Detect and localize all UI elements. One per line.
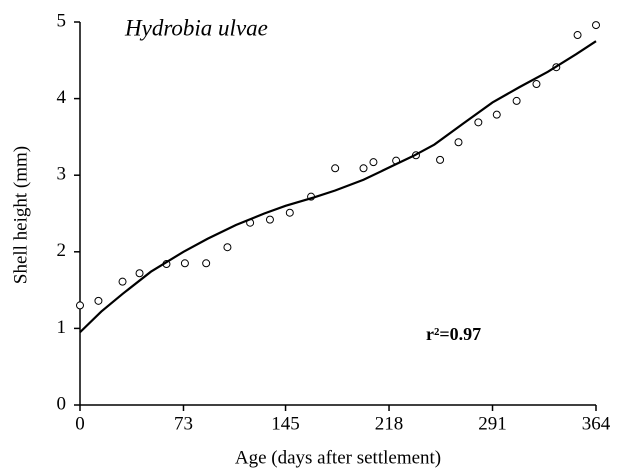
y-tick-label: 5 [57,10,67,31]
data-point [592,21,600,30]
r-squared: r²=0.97 [426,324,481,344]
y-tick-label: 3 [57,164,67,185]
data-point [436,155,445,164]
data-point [573,31,582,40]
data-point [492,110,501,119]
data-point [331,164,340,173]
data-point [94,296,103,305]
data-point [474,118,483,127]
data-point [359,164,368,173]
x-tick-label: 364 [582,413,611,434]
y-axis-label: Shell height (mm) [10,146,31,284]
data-point [180,259,189,268]
x-tick-label: 291 [478,413,507,434]
fit-curve [79,40,597,334]
data-point [532,80,541,89]
data-point [118,277,127,286]
y-tick-label: 1 [57,317,67,338]
x-tick-label: 73 [174,413,193,434]
data-point [135,269,144,278]
x-axis-label: Age (days after settlement) [235,447,441,468]
y-tick-label: 4 [57,87,67,108]
data-point [369,158,378,167]
x-tick-label: 218 [375,413,404,434]
data-point [512,96,521,105]
x-tick-label: 0 [75,413,85,434]
data-point [454,138,463,147]
data-point [76,301,84,310]
y-tick-label: 0 [57,393,67,414]
data-point [285,208,294,217]
species-label: Hydrobia ulvae [124,15,268,40]
data-point [223,243,232,252]
y-tick-label: 2 [57,240,67,261]
x-tick-label: 145 [271,413,300,434]
data-point [202,259,211,268]
data-point [265,215,274,224]
